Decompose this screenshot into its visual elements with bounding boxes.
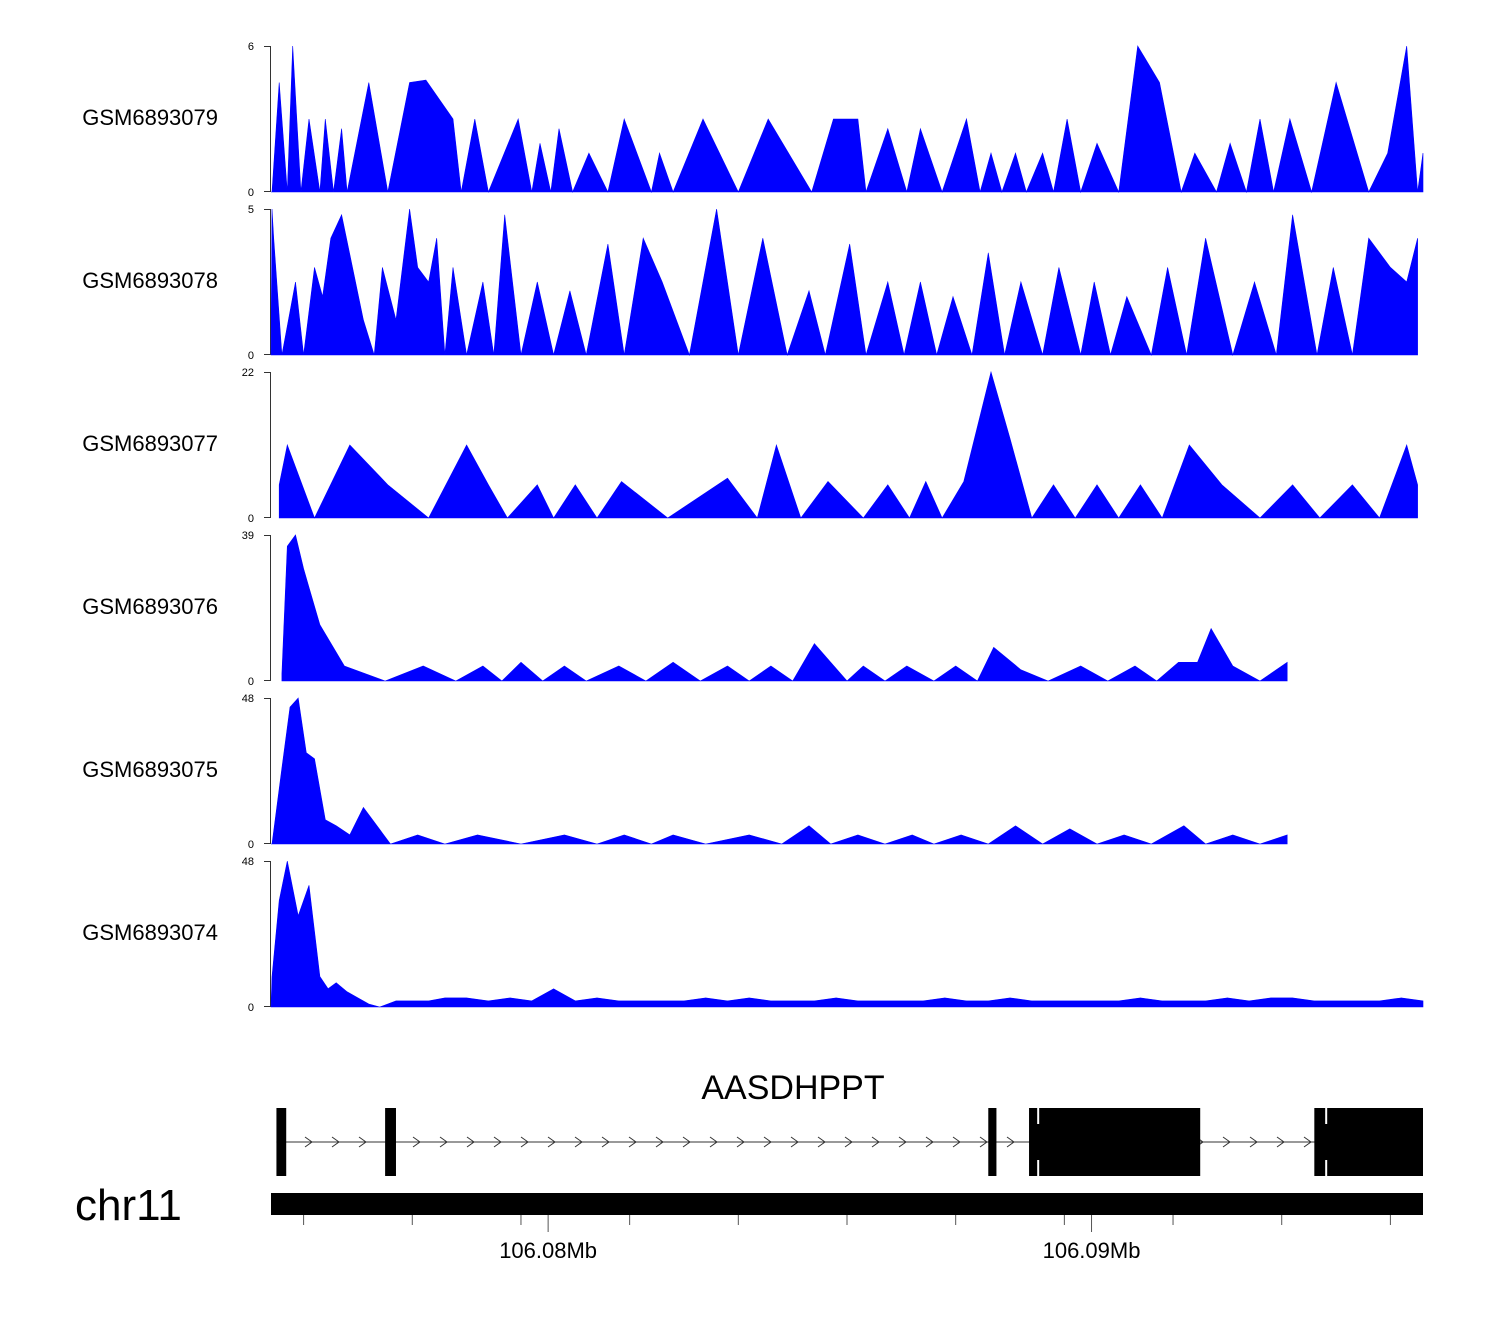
coverage-area <box>278 370 1418 519</box>
strand-arrow <box>304 1136 313 1148</box>
strand-arrow <box>601 1136 610 1148</box>
y-axis-min-label: 0 <box>248 676 254 688</box>
strand-arrow <box>655 1136 664 1148</box>
track-gsm6893075: GSM6893075 48 0 <box>82 693 1288 851</box>
strand-arrow <box>790 1136 799 1148</box>
axis-tick-label: 106.08Mb <box>499 1238 597 1263</box>
strand-arrow <box>520 1136 529 1148</box>
strand-arrow <box>547 1136 556 1148</box>
y-axis-min-label: 0 <box>248 513 254 525</box>
strand-arrow <box>628 1136 637 1148</box>
strand-arrow <box>331 1136 340 1148</box>
strand-arrow <box>412 1136 421 1148</box>
strand-arrow <box>817 1136 826 1148</box>
track-name: GSM6893075 <box>82 757 218 782</box>
y-axis-max-label: 5 <box>248 204 254 216</box>
strand-arrow <box>952 1136 961 1148</box>
gene-exon <box>1314 1108 1423 1176</box>
coverage-tracks: GSM689307960GSM689307850GSM6893077220GSM… <box>82 41 1424 1014</box>
strand-arrow <box>925 1136 934 1148</box>
strand-arrow <box>574 1136 583 1148</box>
strand-arrow <box>682 1136 691 1148</box>
track-name: GSM6893079 <box>82 105 218 130</box>
strand-arrow <box>871 1136 880 1148</box>
chromosome-bar <box>271 1193 1423 1215</box>
strand-arrow <box>1222 1136 1231 1148</box>
coverage-area <box>270 208 1418 357</box>
strand-arrow <box>358 1136 367 1148</box>
strand-arrow <box>736 1136 745 1148</box>
y-axis-max-label: 22 <box>242 367 254 379</box>
coverage-area <box>281 534 1288 682</box>
strand-arrow <box>844 1136 853 1148</box>
track-name: GSM6893076 <box>82 594 218 619</box>
chromosome-label: chr11 <box>75 1181 182 1230</box>
gene-label: AASDHPPT <box>701 1069 884 1107</box>
track-name: GSM6893077 <box>82 431 218 456</box>
strand-arrow <box>1303 1136 1312 1148</box>
coverage-area <box>270 860 1424 1008</box>
gene-track: AASDHPPT <box>276 1069 1423 1176</box>
strand-arrow <box>898 1136 907 1148</box>
track-gsm6893079: GSM6893079 6 0 <box>82 41 1424 199</box>
track-gsm6893076: GSM6893076 39 0 <box>82 530 1288 688</box>
exon-boundary-gap <box>1037 1108 1040 1124</box>
gene-model <box>276 1108 1423 1176</box>
gene-exon <box>385 1108 396 1176</box>
strand-arrow <box>493 1136 502 1148</box>
y-axis-min-label: 0 <box>248 350 254 362</box>
chromosome-track: chr11 106.08Mb 106.09Mb <box>75 1181 1423 1263</box>
strand-arrow <box>763 1136 772 1148</box>
axis-tick-label: 106.09Mb <box>1043 1238 1141 1263</box>
genome-axis: 106.08Mb 106.09Mb <box>303 1215 1391 1263</box>
gene-exon <box>1031 1108 1201 1176</box>
y-axis-max-label: 48 <box>242 693 254 705</box>
track-gsm6893078: GSM6893078 5 0 <box>82 204 1418 362</box>
strand-arrow <box>1006 1136 1015 1148</box>
track-name: GSM6893074 <box>82 920 218 945</box>
y-axis-max-label: 39 <box>242 530 254 542</box>
strand-arrow <box>979 1136 988 1148</box>
y-axis-min-label: 0 <box>248 839 254 851</box>
exon-boundary-gap <box>1325 1108 1328 1124</box>
coverage-area <box>271 45 1424 194</box>
exon-boundary-gap <box>1325 1160 1328 1176</box>
coverage-area <box>271 697 1288 845</box>
strand-arrow <box>1249 1136 1258 1148</box>
y-axis-max-label: 48 <box>242 856 254 868</box>
track-gsm6893074: GSM6893074 48 0 <box>82 856 1424 1014</box>
exon-boundary-gap <box>1037 1160 1040 1176</box>
gene-exon <box>988 1108 997 1176</box>
strand-arrow <box>709 1136 718 1148</box>
y-axis-min-label: 0 <box>248 1002 254 1014</box>
y-axis-max-label: 6 <box>248 41 254 53</box>
gene-exon <box>1029 1108 1034 1176</box>
track-gsm6893077: GSM6893077 22 0 <box>82 367 1418 525</box>
strand-arrow <box>439 1136 448 1148</box>
strand-arrow <box>466 1136 475 1148</box>
track-name: GSM6893078 <box>82 268 218 293</box>
gene-exon <box>276 1108 287 1176</box>
y-axis-min-label: 0 <box>248 187 254 199</box>
strand-arrow <box>1276 1136 1285 1148</box>
